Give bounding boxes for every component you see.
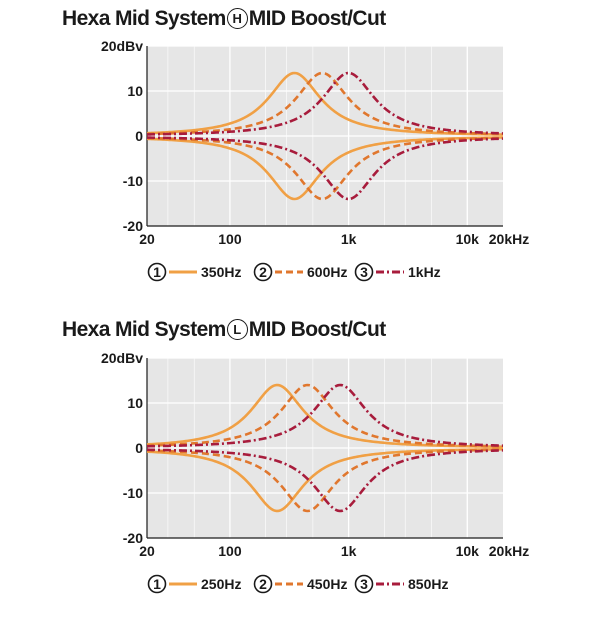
y-tick-label: 0 [135,128,143,144]
y-tick-label: 20dBv [101,38,143,54]
legend-item: 1 250Hz [147,574,241,594]
y-tick-label: -10 [123,485,143,501]
legend-number-circle [354,262,374,282]
cut-curve-series-3 [146,136,504,201]
legend-label: 350Hz [201,264,241,280]
legend-number: 2 [259,576,267,592]
chart-title-suffix: MID Boost/Cut [248,318,386,341]
x-tick-label: 20 [139,543,155,559]
y-tick-label: -20 [123,530,143,546]
y-tick-label: -20 [123,218,143,234]
boost-curve-series-3 [146,71,504,136]
y-tick-label: 20dBv [101,350,143,366]
boost-curve-series-1 [146,71,504,136]
y-tick-label: -10 [123,173,143,189]
x-tick-label: 20kHz [489,231,529,247]
x-tick-label: 100 [218,543,242,559]
y-tick-label: 10 [127,83,143,99]
cut-curve-series-2 [146,448,504,513]
legend-number-circle [147,574,167,594]
legend-number-circle [354,574,374,594]
boost-curve-series-3 [146,383,504,448]
x-tick-label: 10k [456,231,480,247]
cut-curve-series-3 [146,448,504,513]
legend-number-circle [253,262,273,282]
circled-letter-h: H [226,8,248,29]
legend-item: 2 600Hz [253,262,347,282]
chart-title-prefix: Hexa Mid System [62,318,226,341]
x-tick-label: 1k [341,231,357,247]
circled-letter-l: L [226,319,248,340]
legend-label: 850Hz [408,576,448,592]
y-tick-label: 10 [127,395,143,411]
legend-label: 600Hz [307,264,347,280]
chart-title-prefix: Hexa Mid System [62,7,226,30]
x-tick-label: 20 [139,231,155,247]
x-tick-label: 20kHz [489,543,529,559]
legend-label: 250Hz [201,576,241,592]
legend-item: 3 850Hz [354,574,448,594]
x-tick-label: 100 [218,231,242,247]
boost-curve-series-2 [146,71,504,136]
x-tick-label: 10k [456,543,480,559]
boost-curve-series-2 [146,383,504,448]
legend-item: 2 450Hz [253,574,347,594]
legend-number-circle [253,574,273,594]
legend-item: 1 350Hz [147,262,241,282]
chart-title-suffix: MID Boost/Cut [248,7,386,30]
legend-item: 3 1kHz [354,262,441,282]
y-tick-label: 0 [135,440,143,456]
cut-curve-series-1 [146,136,504,201]
legend-number-circle [147,262,167,282]
legend-number: 1 [153,576,161,592]
legend-number: 3 [360,576,368,592]
legend-number: 2 [259,264,267,280]
legend-number: 1 [153,264,161,280]
legend-label: 1kHz [408,264,441,280]
cut-curve-series-2 [146,136,504,201]
chart-title: Hexa Mid System L MID Boost/Cut [62,318,386,342]
legend-number: 3 [360,264,368,280]
x-tick-label: 1k [341,543,357,559]
legend-label: 450Hz [307,576,347,592]
chart-title: Hexa Mid System H MID Boost/Cut [62,7,386,31]
